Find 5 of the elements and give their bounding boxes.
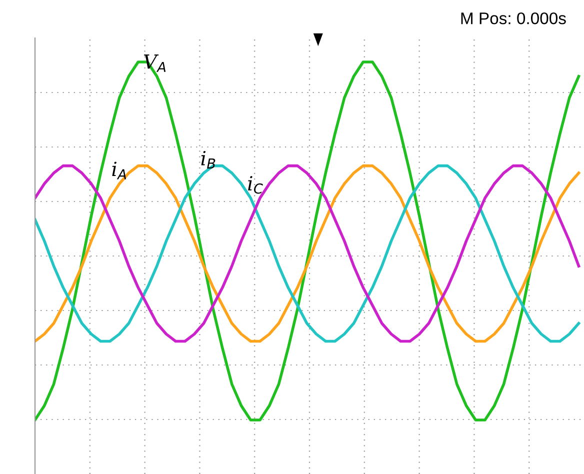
series-label: V$_{A}$: [144, 54, 166, 72]
series-label: i$_{A}$: [112, 162, 126, 180]
series-label: i$_{C}$: [248, 176, 263, 194]
text: M Pos: 0.000s: [461, 12, 566, 24]
series-label: i$_{B}$: [201, 150, 216, 168]
